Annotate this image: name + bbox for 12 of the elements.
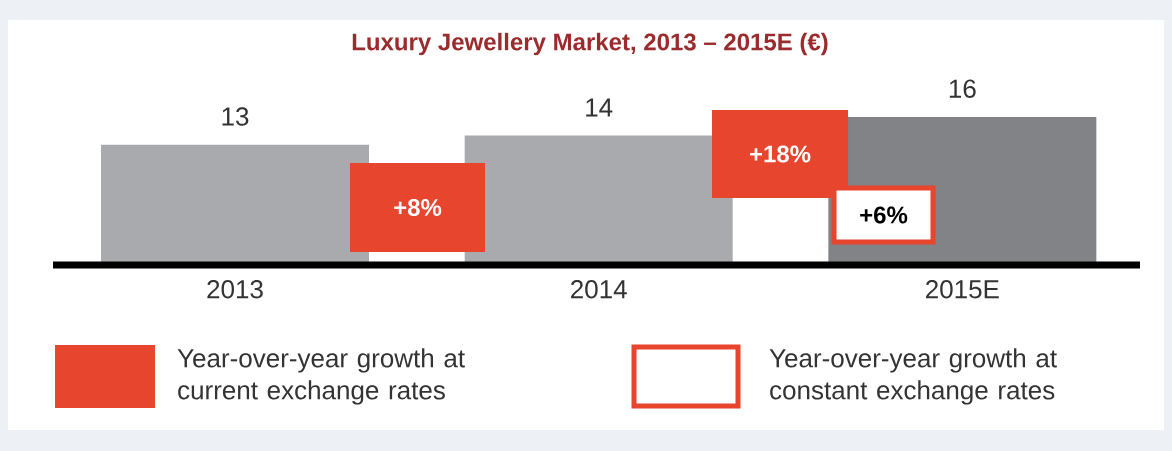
annotation: +18%: [749, 145, 811, 163]
data-label: 16: [949, 79, 976, 98]
text: Year-over-year growth at current exchange rates: [177, 348, 465, 405]
x-tick-label: 2013: [207, 280, 263, 299]
x-tick-label: 2014: [571, 280, 627, 299]
annotation: +6%: [860, 206, 908, 224]
text: Year-over-year growth at constant exchange rates: [769, 348, 1057, 405]
x-tick-label: 2015E: [926, 280, 999, 299]
annotation: +8%: [394, 199, 442, 216]
chart-title: Luxury Jewellery Market, 2013 – 2015E (€): [352, 32, 828, 56]
data-label: 13: [222, 107, 249, 126]
data-label: 14: [586, 98, 613, 117]
